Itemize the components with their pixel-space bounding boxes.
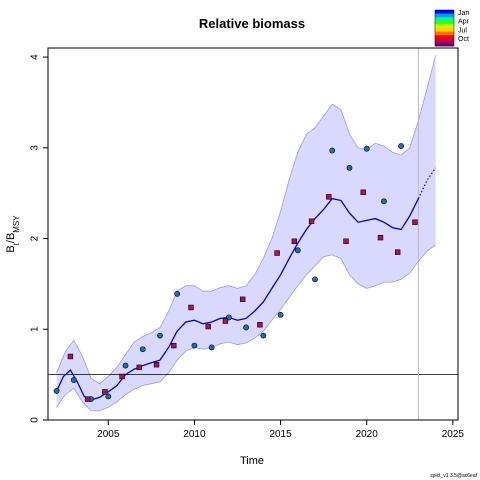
index1-point <box>346 164 353 171</box>
x-tick-label: 2010 <box>183 429 206 440</box>
legend-label: Jul <box>458 27 467 34</box>
index2-point <box>308 218 315 224</box>
index2-point <box>326 194 332 200</box>
index1-point <box>312 276 318 283</box>
index2-point <box>171 342 177 349</box>
index2-point <box>377 234 384 241</box>
legend-box <box>434 9 455 47</box>
index1-point <box>243 324 250 331</box>
index2-point <box>360 189 366 195</box>
index2-point <box>257 322 263 328</box>
x-tick-label: 2025 <box>442 429 465 440</box>
index2-point <box>222 318 229 324</box>
index2-point <box>153 361 160 368</box>
index2-point <box>205 323 211 330</box>
index1-point <box>70 377 77 383</box>
legend-color-swatch <box>435 17 454 22</box>
y-tick-label: 4 <box>30 54 41 60</box>
index1-point <box>208 344 215 351</box>
index2-point <box>84 396 91 402</box>
index1-point <box>105 393 112 400</box>
index1-point <box>191 342 198 349</box>
index2-point <box>274 250 280 256</box>
y-tick-label: 0 <box>30 417 41 423</box>
x-tick-label: 2020 <box>356 429 379 440</box>
legend-color-swatch <box>435 31 454 36</box>
chart-title: Relative biomass <box>199 16 305 31</box>
index1-point <box>122 362 129 369</box>
index1-point <box>260 332 267 339</box>
legend-color-swatch <box>435 38 454 43</box>
index2-point <box>291 238 298 244</box>
footer-version: spict_v1.3.5@ac6eaf <box>430 473 477 479</box>
legend-color-swatch <box>435 35 454 40</box>
confidence-upper-line <box>56 55 436 385</box>
legend-label: Oct <box>458 36 469 43</box>
y-axis-label: Bt/BMSY <box>5 215 21 253</box>
legend-label: Jan <box>458 10 469 17</box>
index1-point <box>277 311 284 318</box>
index1-point <box>363 145 370 152</box>
index1-point <box>174 290 181 297</box>
index2-point <box>188 304 194 311</box>
y-axis: 0 1 2 3 4 <box>30 54 48 423</box>
index2-point <box>395 249 401 255</box>
legend-color-swatch <box>435 42 454 47</box>
plot-frame <box>47 47 459 421</box>
index2-point <box>239 296 246 303</box>
confidence-band <box>56 55 436 411</box>
x-axis: 2005 2010 2015 2020 2025 <box>97 420 464 440</box>
y-tick-label: 1 <box>30 326 41 332</box>
index2-point <box>102 389 108 395</box>
index1-point <box>329 147 336 154</box>
index1-point <box>294 247 301 254</box>
index1-point <box>398 143 405 149</box>
legend-color-swatch <box>435 13 454 18</box>
index2-point <box>343 238 349 244</box>
index2-point <box>67 353 74 360</box>
x-axis-label: Time <box>240 455 264 467</box>
legend-color-swatch <box>435 20 454 25</box>
legend-color-swatch <box>435 10 454 14</box>
legend-color-swatch <box>435 28 454 32</box>
plot-area <box>48 48 458 420</box>
index2-point <box>119 373 125 380</box>
legend-color-swatch <box>435 24 454 29</box>
index1-point <box>139 346 146 353</box>
index2-point <box>136 364 143 371</box>
index1-point <box>381 198 387 205</box>
x-tick-label: 2005 <box>97 429 120 440</box>
estimate-line <box>56 197 419 401</box>
index2-point <box>412 219 418 225</box>
x-tick-label: 2015 <box>269 429 292 440</box>
confidence-lower-line <box>56 244 436 412</box>
legend-label: Apr <box>458 19 470 26</box>
index1-point <box>157 332 163 339</box>
index1-point <box>53 388 60 394</box>
y-tick-label: 2 <box>30 235 41 241</box>
y-tick-label: 3 <box>30 145 41 151</box>
